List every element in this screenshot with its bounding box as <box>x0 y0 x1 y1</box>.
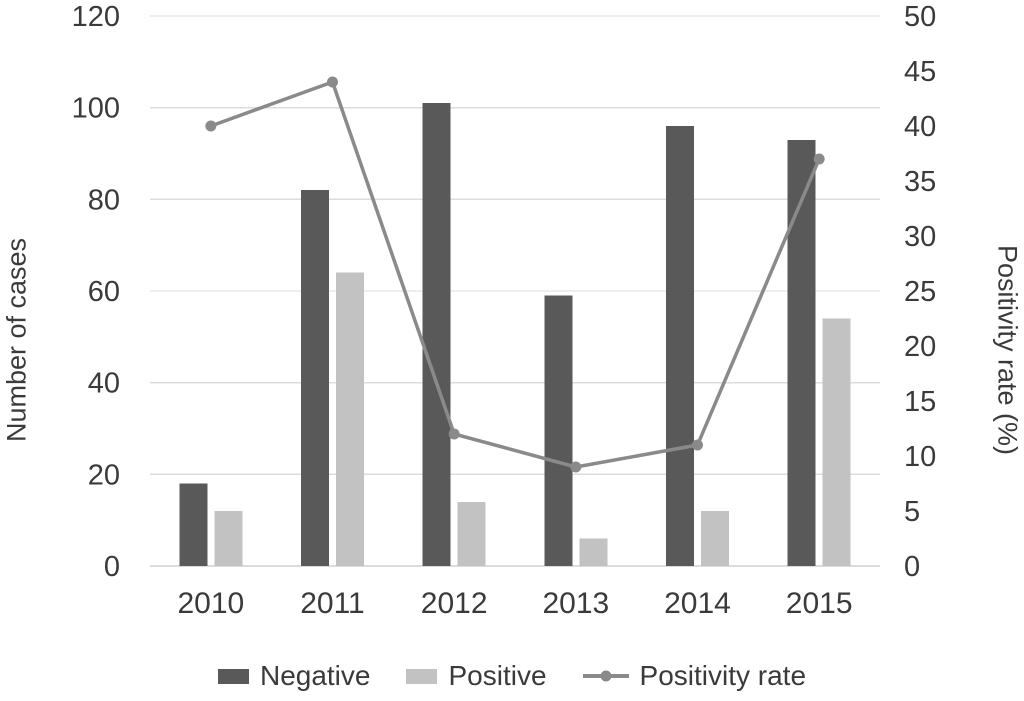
positive-swatch <box>406 668 438 684</box>
negative-swatch <box>217 668 249 684</box>
svg-text:35: 35 <box>904 166 936 198</box>
svg-text:2014: 2014 <box>664 587 731 620</box>
positivity-rate-line-swatch <box>582 670 629 682</box>
svg-text:100: 100 <box>72 93 120 125</box>
right-axis-title: Positivity rate (%) <box>992 244 1023 456</box>
svg-text:25: 25 <box>904 276 936 308</box>
positivity-rate-marker-icon <box>600 670 612 682</box>
svg-text:80: 80 <box>88 184 120 216</box>
svg-text:2010: 2010 <box>177 587 244 620</box>
svg-text:40: 40 <box>88 368 120 400</box>
svg-text:20: 20 <box>904 331 936 363</box>
legend: Negative Positive Positivity rate <box>0 660 1024 692</box>
svg-text:10: 10 <box>904 441 936 473</box>
svg-text:0: 0 <box>104 551 120 583</box>
legend-label-positive: Positive <box>448 660 547 691</box>
left-axis-title: Number of cases <box>1 237 32 443</box>
svg-text:0: 0 <box>904 551 920 583</box>
legend-item-positive: Positive <box>406 660 547 692</box>
svg-text:60: 60 <box>88 276 120 308</box>
svg-text:120: 120 <box>72 1 120 33</box>
svg-text:2015: 2015 <box>786 587 853 620</box>
svg-text:20: 20 <box>88 459 120 491</box>
svg-text:15: 15 <box>904 386 936 418</box>
svg-text:30: 30 <box>904 221 936 253</box>
legend-label-positivity-rate: Positivity rate <box>639 660 807 691</box>
svg-text:2012: 2012 <box>421 587 488 620</box>
svg-text:5: 5 <box>904 496 920 528</box>
svg-text:45: 45 <box>904 56 936 88</box>
plot-area: 0 20 40 60 80 100 120 0 5 10 15 20 25 30 35 40 45 50 2010 2… <box>72 1 937 620</box>
legend-item-positivity-rate: Positivity rate <box>582 660 807 692</box>
svg-text:2013: 2013 <box>542 587 609 620</box>
svg-text:50: 50 <box>904 1 936 33</box>
svg-text:2011: 2011 <box>300 587 365 620</box>
legend-label-negative: Negative <box>259 660 371 691</box>
svg-text:40: 40 <box>904 111 936 143</box>
legend-item-negative: Negative <box>217 660 371 692</box>
